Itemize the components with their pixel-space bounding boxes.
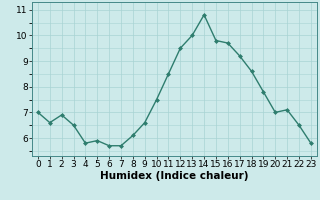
X-axis label: Humidex (Indice chaleur): Humidex (Indice chaleur)	[100, 171, 249, 181]
